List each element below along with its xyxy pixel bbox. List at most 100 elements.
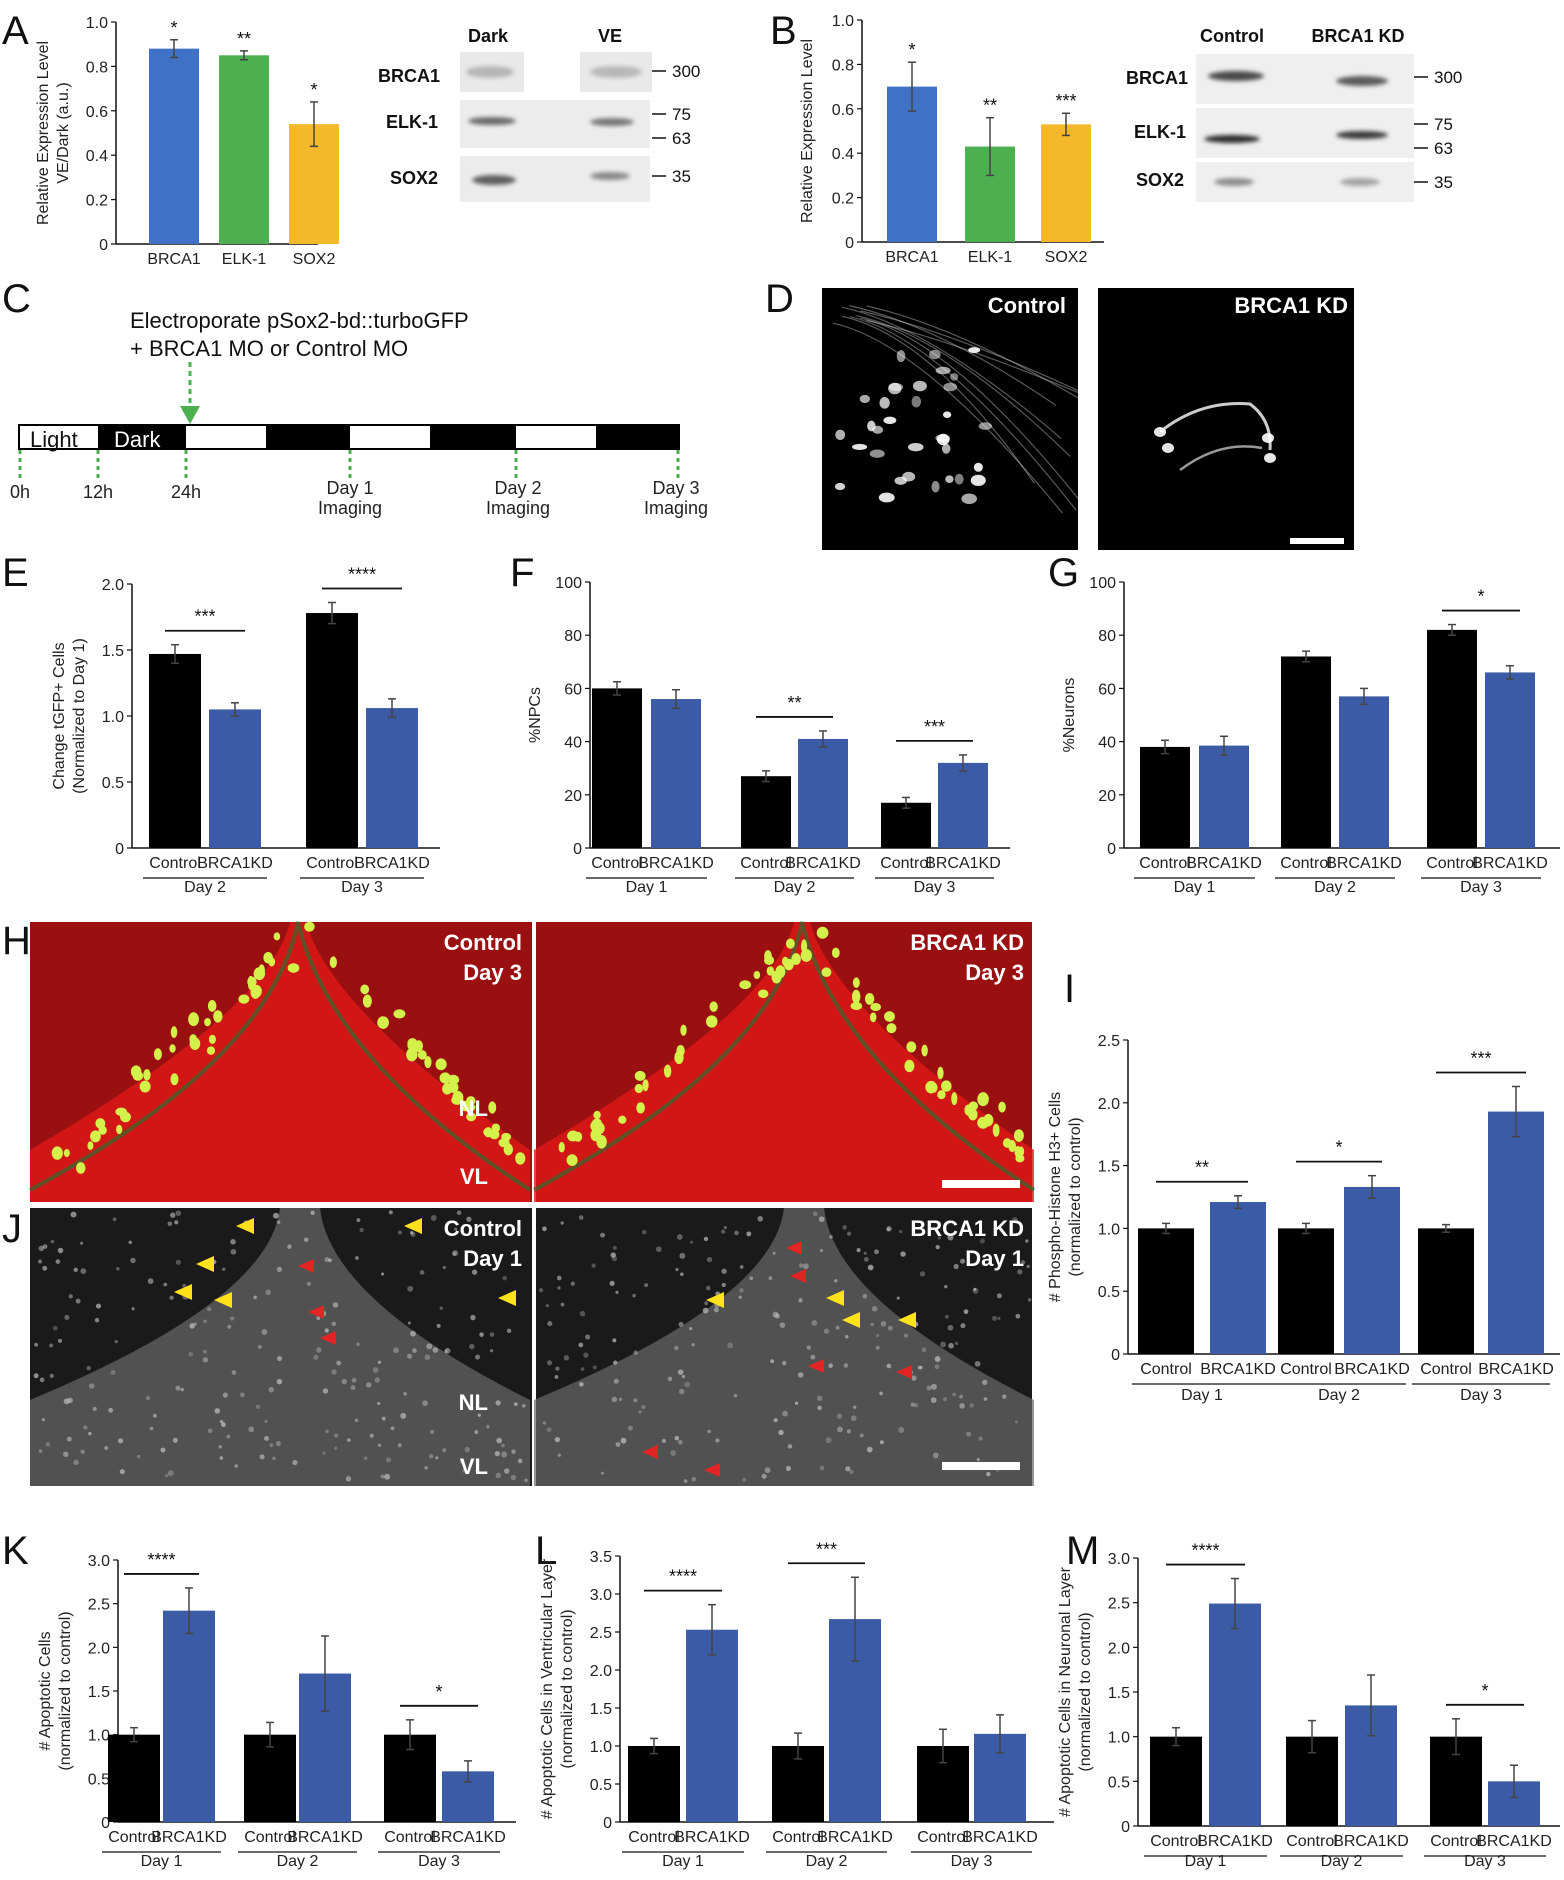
nucleus <box>863 1251 867 1255</box>
nucleus <box>426 1343 433 1350</box>
gfp-cell <box>153 1048 162 1061</box>
micrograph-d-control <box>822 288 1078 550</box>
nucleus <box>334 1433 339 1438</box>
electroporation-arrowhead-icon <box>180 406 200 424</box>
x-tick-label-l: Control <box>917 1829 969 1846</box>
nucleus <box>546 1427 552 1433</box>
nucleus <box>452 1251 457 1256</box>
gfp-cell <box>448 1081 459 1094</box>
nucleus <box>554 1436 561 1443</box>
nucleus <box>770 1359 775 1364</box>
neurite <box>832 322 1063 514</box>
nucleus <box>983 1397 988 1401</box>
nucleus <box>496 1437 503 1444</box>
red-arrow-icon <box>298 1259 314 1273</box>
nucleus <box>1015 1313 1021 1319</box>
y-axis-label-i: (normalized to control) <box>1067 1117 1084 1276</box>
nucleus <box>563 1355 570 1361</box>
gfp-cell <box>851 989 861 1004</box>
bar-i-brca1kd-1 <box>1210 1202 1266 1354</box>
nucleus <box>727 1342 734 1349</box>
x-tick-label-i: BRCA1KD <box>1200 1361 1276 1378</box>
gfp-cell <box>676 1044 685 1057</box>
micrograph-j-arrows <box>174 1218 916 1477</box>
neurite <box>856 315 1071 457</box>
nucleus <box>678 1321 684 1327</box>
group-label-g: Day 1 <box>1174 879 1216 896</box>
bar-i-brca1kd-2 <box>1344 1186 1400 1354</box>
sig-label-f: ** <box>787 693 801 713</box>
x-tick-label-i: Control <box>1420 1361 1472 1378</box>
y-tick-label-e: 0 <box>115 841 124 858</box>
nucleus <box>253 1295 257 1300</box>
gfp-cell <box>213 1010 223 1023</box>
nucleus <box>560 1221 564 1225</box>
nucleus <box>670 1450 677 1456</box>
nucleus <box>609 1280 615 1287</box>
gfp-cell <box>941 1080 952 1092</box>
nucleus <box>874 1249 879 1255</box>
y-axis-label-l: # Apoptotic Cells in Ventricular Layer <box>539 1558 556 1819</box>
nucleus <box>703 1236 709 1242</box>
gfp-cell <box>406 1047 418 1062</box>
nucleus <box>704 1301 709 1306</box>
blot-a-row-elk1: ELK-1 <box>386 112 438 132</box>
bar-m-control-1 <box>1150 1736 1202 1826</box>
y-tick-label-k: 0.5 <box>88 1771 110 1788</box>
group-label-k: Day 3 <box>418 1853 460 1870</box>
nucleus <box>948 1342 954 1349</box>
gfp-cell <box>764 955 775 965</box>
x-tick-label-f: Control <box>591 855 643 872</box>
bar-g-control-1 <box>1140 746 1190 848</box>
y-tick-label-f: 80 <box>564 628 582 645</box>
nucleus <box>70 1211 77 1218</box>
bar-e-brca1kd-1 <box>209 709 261 848</box>
y-axis-label-e: Change tGFP+ Cells <box>51 642 68 789</box>
y-axis-label-a: Relative Expression Level <box>35 41 52 225</box>
y-tick-label-e: 1.5 <box>102 643 124 660</box>
sig-label-m: * <box>1481 1681 1488 1701</box>
yellow-arrow-icon <box>706 1292 724 1308</box>
gfp-cell <box>680 1024 687 1036</box>
gfp-cell <box>115 1107 128 1116</box>
group-label-l: Day 3 <box>951 1853 993 1870</box>
x-tick-label-m: Control <box>1150 1833 1202 1850</box>
bar-k-control-1 <box>108 1734 160 1822</box>
panel-label-f: F <box>510 551 534 595</box>
nucleus <box>706 1256 713 1263</box>
nucleus <box>333 1446 338 1450</box>
blot-b-col-kd: BRCA1 KD <box>1311 26 1404 46</box>
nucleus <box>170 1212 176 1218</box>
nucleus <box>219 1456 224 1460</box>
bar-e-brca1kd-2 <box>366 708 418 848</box>
gfp-cell <box>393 1009 406 1019</box>
panel-label-d: D <box>765 277 794 321</box>
gfp-cell <box>870 1003 882 1012</box>
x-tick-label-a: BRCA1 <box>147 251 200 268</box>
nucleus <box>579 1382 584 1387</box>
cell-spot <box>1264 453 1276 463</box>
gfp-cell <box>977 1092 989 1107</box>
nucleus <box>506 1328 512 1334</box>
nucleus <box>407 1353 413 1359</box>
bar-k-brca1kd-1 <box>163 1610 215 1822</box>
panel-label-k: K <box>2 1529 29 1573</box>
nucleus <box>944 1284 948 1289</box>
nucleus <box>782 1360 787 1366</box>
nucleus <box>761 1473 767 1479</box>
nucleus <box>969 1403 974 1408</box>
nucleus <box>879 1391 883 1396</box>
cell-spot <box>878 492 895 503</box>
sig-label-k: **** <box>147 1550 175 1570</box>
y-axis-label-l: (normalized to control) <box>559 1609 576 1768</box>
midline <box>533 921 1036 1192</box>
gfp-cell <box>51 1146 63 1160</box>
nucleus <box>221 1422 226 1428</box>
neurite <box>860 310 1086 395</box>
neurite <box>866 319 1105 405</box>
nucleus <box>240 1392 245 1398</box>
group-label-k: Day 2 <box>277 1853 319 1870</box>
gfp-cell <box>852 977 860 988</box>
nucleus <box>1027 1298 1032 1302</box>
gfp-cell <box>1014 1145 1021 1158</box>
